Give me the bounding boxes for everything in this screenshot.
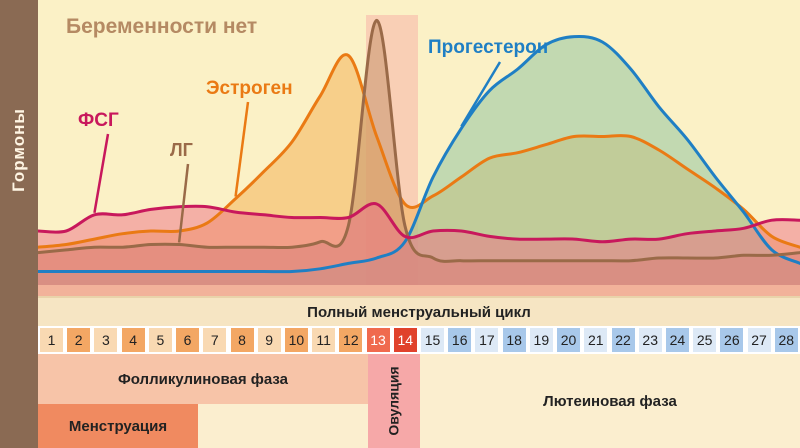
sidebar xyxy=(0,0,38,448)
ovulation-band xyxy=(368,354,420,448)
progesterone-label: Прогестерон xyxy=(428,37,549,58)
lh-leader xyxy=(177,163,190,243)
phase-filler xyxy=(198,404,368,448)
cycle-title: Полный менструальный цикл xyxy=(38,296,800,326)
day-24: 24 xyxy=(665,328,689,352)
day-17: 17 xyxy=(475,328,499,352)
day-3: 3 xyxy=(94,328,118,352)
day-13: 13 xyxy=(366,328,390,352)
day-15: 15 xyxy=(421,328,444,352)
menstruation-phase: Менструация xyxy=(38,404,198,448)
day-14: 14 xyxy=(393,328,417,352)
day-9: 9 xyxy=(257,328,281,352)
lh-line xyxy=(36,18,800,263)
luteal-phase: Лютеиновая фаза xyxy=(420,354,800,448)
day-18: 18 xyxy=(502,328,526,352)
follicular-phase: Фолликулиновая фаза xyxy=(38,354,368,404)
fsh-line xyxy=(36,202,800,244)
day-23: 23 xyxy=(638,328,662,352)
progesterone-area xyxy=(38,36,800,286)
fsh-leader xyxy=(93,133,110,214)
day-6: 6 xyxy=(176,328,200,352)
day-28: 28 xyxy=(774,328,798,352)
day-22: 22 xyxy=(611,328,635,352)
day-12: 12 xyxy=(339,328,363,352)
fsh-area xyxy=(38,203,800,285)
day-7: 7 xyxy=(203,328,227,352)
ovulation-label: Овуляция xyxy=(386,366,403,436)
lh-label: ЛГ xyxy=(170,140,193,160)
estrogen-line xyxy=(36,53,800,249)
day-11: 11 xyxy=(312,328,336,352)
progesterone-leader xyxy=(460,61,502,128)
day-16: 16 xyxy=(448,328,472,352)
day-2: 2 xyxy=(67,328,91,352)
headline: Беременности нет xyxy=(66,15,258,38)
day-21: 21 xyxy=(584,328,608,352)
estrogen-label: Эстроген xyxy=(206,78,293,99)
day-19: 19 xyxy=(529,328,553,352)
day-20: 20 xyxy=(557,328,581,352)
day-1: 1 xyxy=(40,328,63,352)
ovulation-phase: Овуляция xyxy=(368,354,420,448)
day-4: 4 xyxy=(121,328,145,352)
day-5: 5 xyxy=(148,328,172,352)
day-8: 8 xyxy=(230,328,254,352)
progesterone-line xyxy=(36,34,800,274)
estrogen-leader xyxy=(234,101,250,197)
day-10: 10 xyxy=(284,328,308,352)
axis-title: Гормоны xyxy=(9,108,28,192)
fsh-label: ФСГ xyxy=(78,110,119,131)
day-27: 27 xyxy=(747,328,771,352)
day-row: 1 2 3 4 5 6 7 8 9 10 11 12 13 14 15 16 17 18 19 20 21 22 23 24 2… xyxy=(38,326,800,354)
chart-baseline xyxy=(38,285,800,296)
hormone-chart xyxy=(36,15,800,296)
day-26: 26 xyxy=(720,328,744,352)
day-25: 25 xyxy=(693,328,717,352)
